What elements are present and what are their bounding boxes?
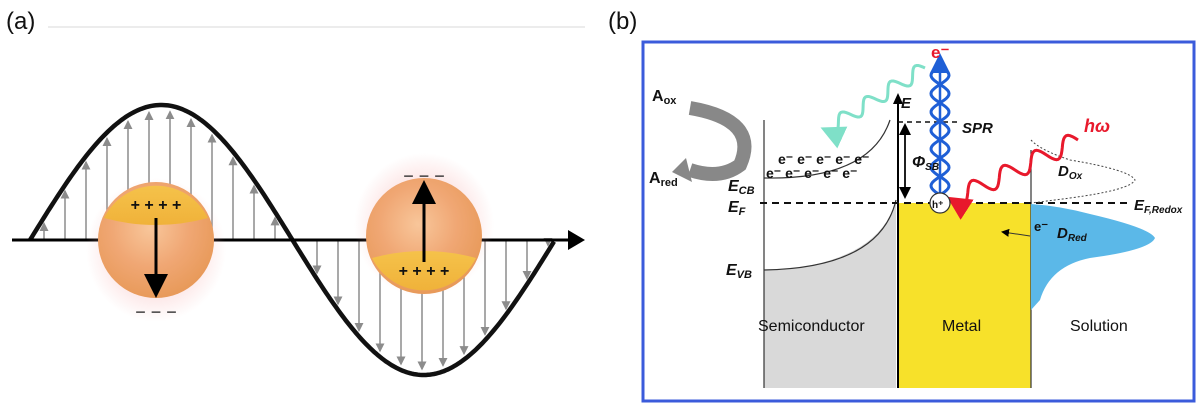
e-cb-label: ECB [728, 178, 755, 197]
charge-cap-right [372, 251, 476, 291]
bottom-charges-left: − − − [135, 302, 177, 322]
phi-sb-label: ΦSB [912, 154, 939, 173]
d-ox-distribution [1030, 139, 1136, 204]
d-ox-label: DOx [1058, 163, 1083, 182]
region-semiconductor: Semiconductor [758, 318, 865, 335]
d-red-label: DRed [1057, 225, 1088, 244]
hot-electron-label: e⁻ [931, 43, 949, 62]
region-solution: Solution [1070, 318, 1128, 335]
incident-photon-wave [946, 133, 1079, 220]
a-red-label: Ared [649, 170, 678, 189]
hole-label: h⁺ [932, 200, 943, 211]
electron-transfer-arrow [1001, 228, 1031, 237]
valence-band [763, 199, 897, 271]
nanoparticle-right: − − − + + + + [354, 153, 494, 297]
metal-fill [898, 203, 1031, 388]
charge-cap-left [104, 185, 208, 225]
spr-wave-2 [929, 64, 951, 197]
redox-curved-arrow [687, 101, 752, 181]
panel-a-label: (a) [6, 8, 36, 35]
redox-arrowhead [672, 158, 692, 182]
spr-label: SPR [962, 120, 993, 137]
top-charges-right: − − − [403, 166, 445, 186]
bottom-charges-right: + + + + [399, 263, 450, 280]
a-ox-label: Aox [652, 88, 677, 107]
electrons-top-row: e⁻ e⁻ e⁻ e⁻ e⁻ [778, 151, 869, 167]
energy-axis-label: E [901, 95, 912, 112]
d-red-distribution [1031, 204, 1155, 310]
emitted-photon-wave [820, 64, 926, 149]
hole-circle [929, 192, 951, 214]
transfer-electron-label: e⁻ [1034, 219, 1048, 234]
e-f-label: EF [728, 199, 746, 218]
e-f-redox-label: EF,Redox [1134, 197, 1183, 216]
photon-label: hω [1084, 116, 1110, 136]
top-charges-left: + + + + [131, 197, 182, 214]
electrons-bottom-row: e⁻ e⁻ e⁻ e⁻ e⁻ [766, 165, 857, 181]
spr-wave-1 [929, 64, 951, 197]
energy-axis-arrowhead [893, 93, 903, 104]
region-metal: Metal [942, 318, 981, 335]
axis-arrowhead [568, 230, 585, 250]
conduction-band [763, 119, 891, 179]
e-vb-label: EVB [726, 262, 752, 281]
panel-b-label: (b) [608, 8, 638, 35]
nanoparticle-left: + + + + − − − [86, 178, 226, 322]
